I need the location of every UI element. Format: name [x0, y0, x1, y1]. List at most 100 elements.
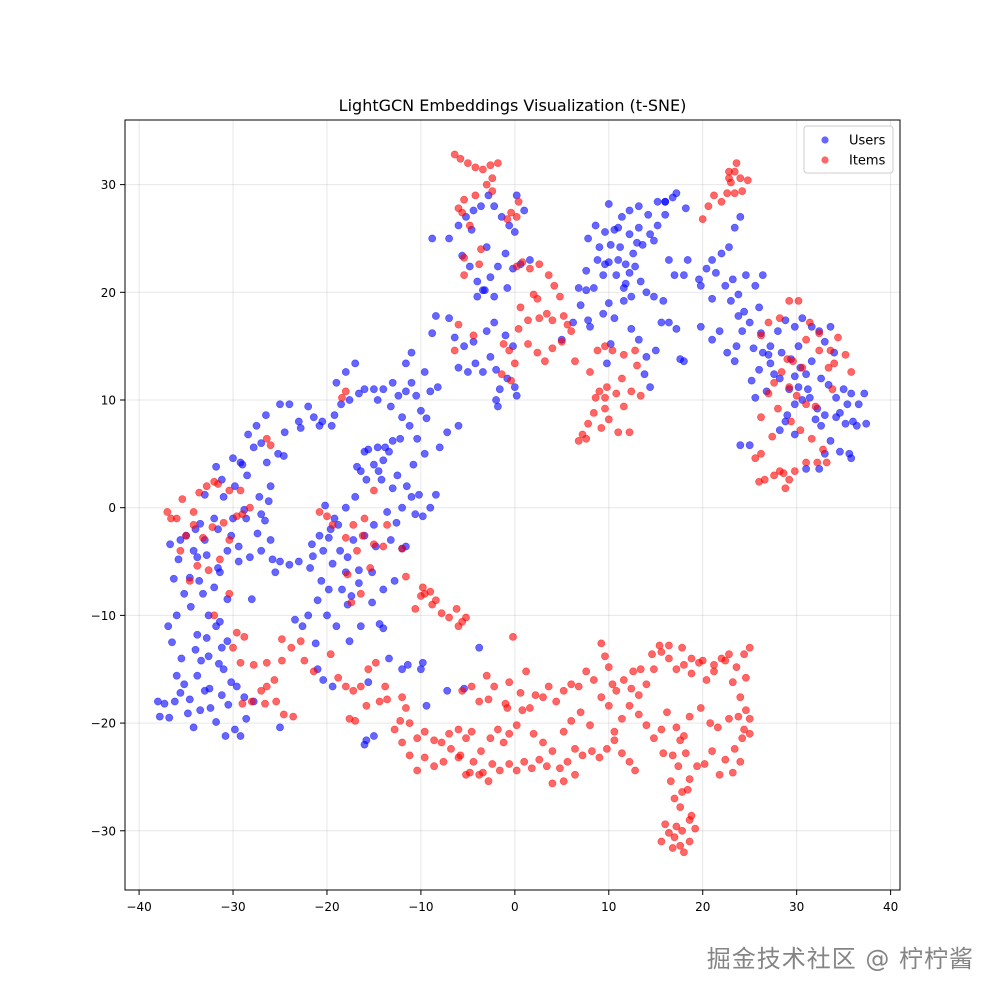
users-point — [196, 706, 205, 715]
items-point — [362, 701, 371, 710]
users-point — [193, 630, 202, 639]
items-point — [627, 684, 636, 693]
items-point — [685, 775, 694, 783]
users-point — [734, 312, 743, 320]
users-point — [492, 365, 500, 374]
users-point — [306, 564, 314, 572]
users-point — [591, 221, 600, 230]
users-point — [271, 568, 280, 577]
users-point — [501, 331, 510, 340]
users-point — [307, 540, 316, 549]
users-point — [811, 415, 820, 424]
users-point — [199, 589, 207, 598]
users-point — [445, 314, 453, 323]
users-point — [244, 430, 252, 439]
items-point — [830, 359, 839, 368]
users-point — [413, 434, 422, 443]
items-point — [732, 159, 741, 167]
users-point — [268, 555, 277, 564]
items-point — [683, 785, 692, 794]
users-point — [257, 510, 266, 519]
users-point — [343, 553, 352, 562]
items-point — [437, 738, 446, 747]
items-point — [475, 697, 484, 706]
items-point — [215, 555, 224, 564]
items-point — [405, 751, 414, 760]
users-point — [364, 678, 373, 687]
items-point — [199, 533, 207, 542]
items-point — [550, 281, 559, 290]
users-point — [330, 514, 339, 523]
items-point — [706, 719, 715, 727]
users-point — [708, 335, 716, 344]
users-point — [206, 704, 215, 712]
users-point — [212, 622, 220, 631]
users-point — [473, 292, 482, 301]
items-point — [413, 734, 422, 743]
users-point — [202, 551, 211, 559]
data-points — [153, 150, 871, 857]
users-point — [323, 611, 331, 620]
y-tick-label: 30 — [101, 178, 116, 192]
items-point — [698, 215, 707, 223]
items-point — [619, 676, 628, 684]
users-point — [388, 436, 397, 445]
users-point — [849, 417, 857, 426]
items-point — [522, 667, 530, 676]
items-point — [456, 751, 465, 760]
items-point — [493, 159, 502, 167]
items-point — [458, 686, 467, 695]
users-point — [433, 383, 442, 391]
users-point — [815, 464, 824, 473]
users-point — [616, 243, 624, 251]
users-point — [390, 577, 399, 585]
items-point — [678, 643, 686, 652]
users-point — [164, 622, 173, 631]
users-point — [629, 249, 638, 258]
users-point — [353, 462, 361, 471]
items-point — [790, 467, 799, 475]
users-point — [820, 337, 829, 346]
users-point — [473, 277, 482, 286]
x-tick-label: −10 — [408, 900, 433, 914]
items-point — [738, 734, 747, 743]
items-point — [672, 723, 681, 732]
items-point — [813, 458, 822, 467]
items-point — [398, 544, 406, 553]
users-point — [755, 365, 763, 374]
items-point — [477, 747, 485, 755]
users-point — [176, 689, 185, 697]
items-point — [798, 363, 807, 372]
users-point — [766, 359, 775, 368]
users-point — [798, 314, 807, 323]
users-point — [725, 243, 733, 251]
items-point — [460, 253, 468, 262]
users-point — [185, 695, 194, 704]
items-point — [685, 816, 694, 824]
users-point — [512, 391, 521, 400]
users-point — [618, 212, 626, 221]
items-point — [802, 335, 810, 344]
items-point — [505, 678, 514, 687]
users-point — [308, 552, 317, 561]
items-point — [529, 729, 538, 738]
users-point — [614, 223, 623, 232]
items-point — [567, 717, 576, 725]
items-point — [535, 314, 544, 323]
users-point — [745, 318, 754, 327]
items-point — [488, 187, 497, 195]
items-point — [482, 180, 491, 189]
items-point — [185, 577, 194, 585]
items-point — [670, 833, 679, 842]
users-point — [193, 553, 202, 562]
y-tick-label: −30 — [91, 824, 116, 838]
users-point — [770, 370, 778, 379]
legend-items-label: Items — [849, 154, 886, 169]
items-point — [612, 686, 621, 695]
items-point — [601, 652, 609, 661]
users-point — [599, 309, 608, 318]
users-point — [766, 342, 775, 351]
items-point — [666, 777, 675, 786]
items-point — [539, 738, 547, 747]
users-point — [383, 508, 391, 516]
